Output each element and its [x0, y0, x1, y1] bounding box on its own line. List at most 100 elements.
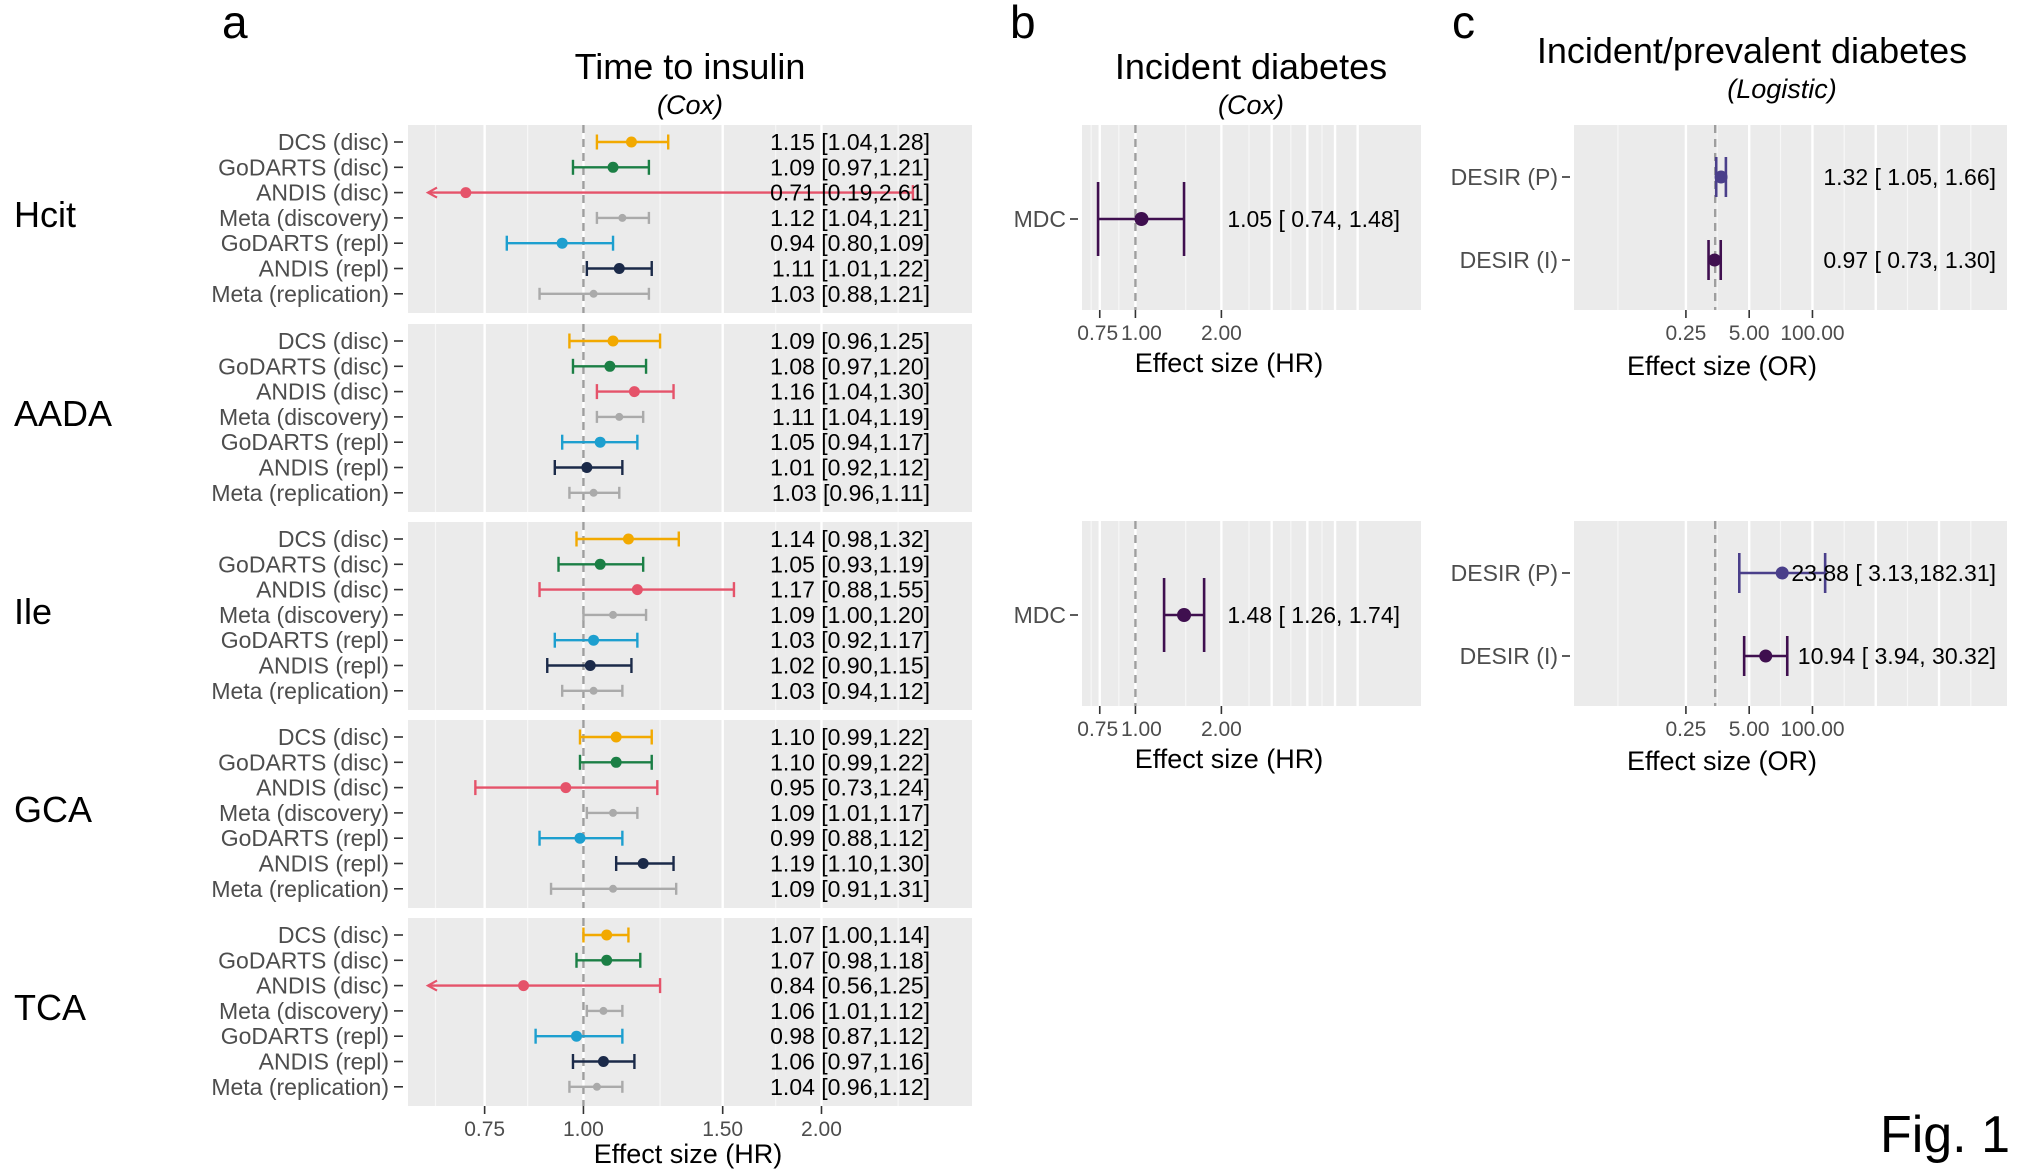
hr-label-andis-disc: 1.16 [1.04,1.30]	[770, 379, 930, 405]
panel-b-x-tick-label: 1.00	[1121, 322, 1162, 345]
hr-label-godarts-repl: 1.03 [0.92,1.17]	[770, 627, 930, 653]
study-label-andis-disc: ANDIS (disc)	[256, 775, 389, 801]
study-label-godarts-disc: GoDARTS (disc)	[218, 154, 389, 180]
study-label-godarts-repl: GoDARTS (repl)	[221, 825, 389, 851]
panel-b-facet-background	[1082, 521, 1421, 706]
point-estimate-andis-disc	[518, 980, 530, 992]
study-label-andis-repl: ANDIS (repl)	[259, 455, 389, 481]
point-estimate-meta-discovery	[599, 1006, 608, 1015]
study-label-meta-replication: Meta (replication)	[211, 678, 389, 704]
facet-label-tca: TCA	[14, 987, 86, 1028]
point-estimate-godarts-disc	[607, 161, 619, 173]
panel-b-x-tick-label: 2.00	[1201, 718, 1242, 741]
point-estimate-meta-discovery	[615, 412, 624, 421]
study-label-dcs-disc: DCS (disc)	[278, 526, 389, 552]
hr-label-andis-repl: 1.19 [1.10,1.30]	[770, 851, 930, 877]
point-estimate-meta-replication	[589, 686, 598, 695]
point-estimate-andis-repl	[584, 660, 596, 671]
point-estimate-meta-replication	[589, 289, 598, 298]
or-label-desir-i: 0.97 [ 0.73, 1.30]	[1823, 247, 1996, 273]
point-estimate-andis-disc	[560, 782, 572, 794]
study-label-andis-disc: ANDIS (disc)	[256, 180, 389, 206]
hr-label-dcs-disc: 1.14 [0.98,1.32]	[770, 526, 930, 552]
study-label-godarts-disc: GoDARTS (disc)	[218, 749, 389, 775]
panel-c-x-tick-label: 100.00	[1780, 322, 1844, 345]
point-estimate-desir-i	[1708, 253, 1722, 267]
panel-b-x-tick-label: 0.75	[1077, 322, 1118, 345]
hr-label-andis-repl: 1.01 [0.92,1.12]	[770, 455, 930, 481]
study-label-godarts-disc: GoDARTS (disc)	[218, 947, 389, 973]
point-estimate-godarts-repl	[570, 1030, 582, 1042]
study-label-meta-replication: Meta (replication)	[211, 876, 389, 902]
panel-c-title: Incident/prevalent diabetes	[1537, 30, 1967, 71]
panel-c-forest-plot: DESIR (P) 1.32 [ 1.05, 1.66] DESIR (I) 0.97…	[1451, 125, 2007, 741]
study-label-desir-p: DESIR (P)	[1451, 164, 1558, 190]
hr-label-dcs-disc: 1.07 [1.00,1.14]	[770, 922, 930, 948]
panel-c-facet-background	[1574, 521, 2007, 706]
or-label-desir-p: 23.88 [ 3.13,182.31]	[1791, 560, 1996, 586]
hr-label-meta-discovery: 1.11 [1.04,1.19]	[772, 404, 930, 430]
panel-c-facet-background	[1574, 125, 2007, 310]
point-estimate-godarts-repl	[588, 634, 600, 646]
panel-c-letter: c	[1452, 0, 1475, 48]
hr-label-godarts-repl: 0.98 [0.87,1.12]	[770, 1023, 930, 1049]
point-estimate-mdc	[1177, 608, 1192, 622]
hr-label-andis-disc: 0.71 [0.19,2.61]	[770, 180, 930, 206]
study-label-andis-repl: ANDIS (repl)	[259, 851, 389, 877]
study-label-andis-repl: ANDIS (repl)	[259, 1049, 389, 1075]
study-label-godarts-repl: GoDARTS (repl)	[221, 627, 389, 653]
panel-a-facet-background-aada	[408, 324, 972, 512]
study-label-godarts-repl: GoDARTS (repl)	[221, 429, 389, 455]
point-estimate-andis-repl	[597, 1056, 609, 1067]
panel-a-xlabel: Effect size (HR)	[594, 1139, 783, 1169]
point-estimate-meta-replication	[592, 1082, 601, 1091]
hr-label-meta-replication: 1.09 [0.91,1.31]	[770, 876, 930, 902]
panel-c-x-tick-label: 0.25	[1665, 718, 1706, 741]
hr-label-meta-discovery: 1.12 [1.04,1.21]	[770, 205, 930, 231]
hr-label-meta-replication: 1.03 [0.88,1.21]	[770, 281, 930, 307]
study-label-meta-discovery: Meta (discovery)	[219, 404, 389, 430]
point-estimate-desir-p	[1775, 566, 1789, 580]
study-label-dcs-disc: DCS (disc)	[278, 328, 389, 354]
hr-label-dcs-disc: 1.15 [1.04,1.28]	[770, 129, 930, 155]
point-estimate-godarts-repl	[556, 237, 568, 249]
panel-c-x-tick-label: 5.00	[1729, 718, 1770, 741]
point-estimate-andis-repl	[613, 263, 625, 274]
hr-label-andis-repl: 1.02 [0.90,1.15]	[770, 653, 930, 679]
hr-label-andis-disc: 0.95 [0.73,1.24]	[770, 775, 930, 801]
panel-b-letter: b	[1010, 0, 1036, 48]
hr-label-dcs-disc: 1.10 [0.99,1.22]	[770, 724, 930, 750]
panel-a-x-tick-label: 2.00	[801, 1118, 842, 1141]
panel-b-subtitle: (Cox)	[1218, 90, 1284, 120]
point-estimate-dcs-disc	[625, 136, 637, 148]
study-label-desir-p: DESIR (P)	[1451, 560, 1558, 586]
hr-label-godarts-repl: 0.99 [0.88,1.12]	[770, 825, 930, 851]
hr-label-andis-disc: 0.84 [0.56,1.25]	[770, 973, 930, 999]
panel-a-facet-background-gca	[408, 720, 972, 908]
panel-a-title: Time to insulin	[575, 46, 806, 87]
hr-label-godarts-disc: 1.10 [0.99,1.22]	[770, 749, 930, 775]
study-label-meta-discovery: Meta (discovery)	[219, 205, 389, 231]
study-label-godarts-repl: GoDARTS (repl)	[221, 230, 389, 256]
study-label-godarts-disc: GoDARTS (disc)	[218, 353, 389, 379]
hr-label-godarts-repl: 1.05 [0.94,1.17]	[770, 429, 930, 455]
panel-a-x-tick-label: 1.50	[702, 1118, 743, 1141]
study-label-meta-discovery: Meta (discovery)	[219, 998, 389, 1024]
panel-a-subtitle: (Cox)	[657, 90, 723, 120]
study-label-godarts-repl: GoDARTS (repl)	[221, 1023, 389, 1049]
study-label-godarts-disc: GoDARTS (disc)	[218, 551, 389, 577]
point-estimate-dcs-disc	[622, 533, 634, 545]
or-label-desir-p: 1.32 [ 1.05, 1.66]	[1823, 164, 1996, 190]
point-estimate-mdc	[1134, 212, 1149, 226]
hr-label-andis-repl: 1.11 [1.01,1.22]	[772, 256, 930, 282]
point-estimate-godarts-disc	[601, 954, 613, 966]
study-label-andis-disc: ANDIS (disc)	[256, 577, 389, 603]
ci-arrow-low-andis-disc	[425, 979, 438, 992]
point-estimate-desir-p	[1714, 170, 1728, 184]
hr-label-godarts-disc: 1.09 [0.97,1.21]	[770, 154, 930, 180]
point-estimate-godarts-repl	[574, 832, 586, 844]
point-estimate-andis-repl	[637, 858, 649, 869]
point-estimate-meta-replication	[609, 884, 618, 893]
study-label-dcs-disc: DCS (disc)	[278, 129, 389, 155]
